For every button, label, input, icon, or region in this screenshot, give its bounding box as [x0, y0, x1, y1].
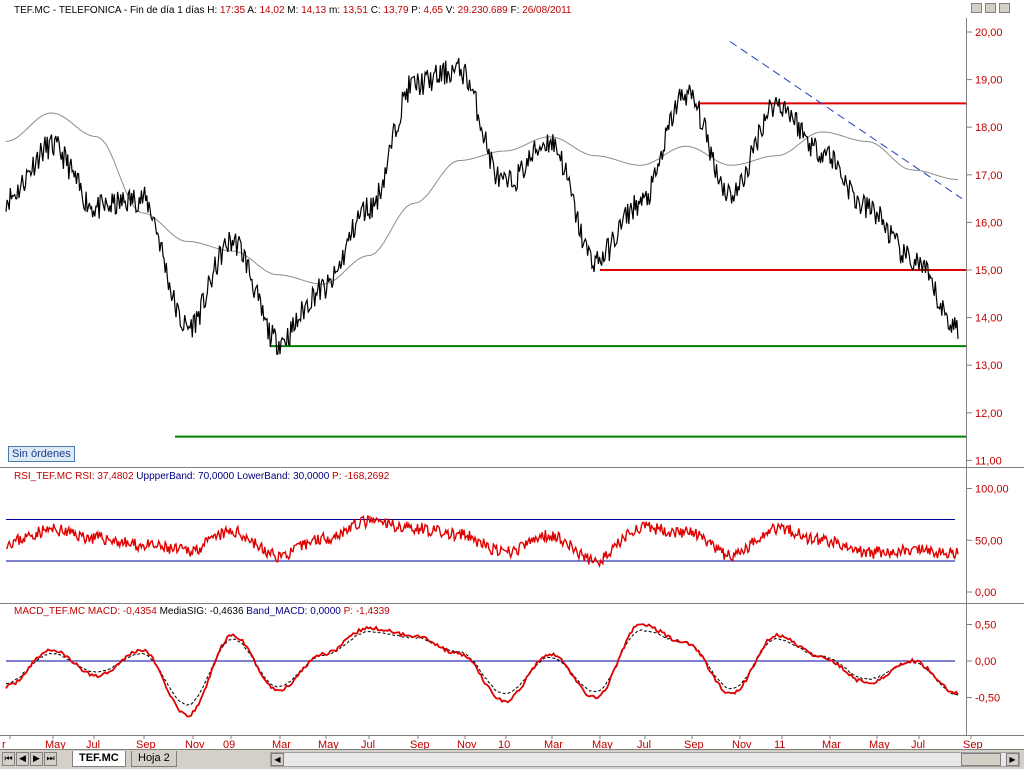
- header-segment: 30,0000: [293, 471, 330, 482]
- header-segment: P: -1,4339: [341, 606, 390, 617]
- macd-signal-line: [5, 629, 959, 706]
- x-tick-label: Sep: [684, 739, 704, 749]
- x-tick-label: May: [869, 739, 890, 749]
- scroll-thumb[interactable]: [961, 753, 1001, 766]
- scroll-left-icon[interactable]: ◀: [271, 753, 284, 766]
- sheet-tab-bar: ⏮ ◀ ▶ ⏭ TEF.MC Hoja 2 ◀ ▶: [0, 749, 1024, 769]
- y-tick-label: 0,00: [975, 656, 996, 668]
- x-tick-label: Nov: [457, 739, 477, 749]
- y-tick-label: 100,00: [975, 484, 1009, 496]
- trendline: [729, 41, 963, 200]
- x-tick-label: May: [45, 739, 66, 749]
- header-segment: RSI_TEF.MC RSI:: [14, 471, 97, 482]
- header-segment: P: -168,2692: [329, 471, 389, 482]
- rsi-pane[interactable]: [5, 515, 959, 568]
- y-tick-label: 16,00: [975, 217, 1003, 229]
- header-segment: 13,51: [343, 5, 368, 16]
- x-tick-label: Mar: [272, 739, 291, 749]
- header-segment: 14,02: [259, 5, 284, 16]
- x-tick-label: 11: [774, 739, 785, 749]
- y-tick-label: 13,00: [975, 360, 1003, 372]
- header-segment: P:: [409, 5, 424, 16]
- minimize-button[interactable]: [971, 3, 982, 13]
- x-tick-label: 09: [223, 739, 235, 749]
- y-tick-label: -0,50: [975, 693, 1000, 705]
- x-tick-label: Jul: [86, 739, 100, 749]
- y-tick-label: 17,00: [975, 170, 1003, 182]
- prev-sheet-button[interactable]: ◀: [16, 752, 29, 766]
- header-segment: 29.230.689: [458, 5, 508, 16]
- header-segment: 70,0000: [198, 471, 235, 482]
- header-segment: C:: [368, 5, 384, 16]
- y-tick-label: 19,00: [975, 75, 1003, 87]
- header-segment: UppperBand:: [134, 471, 199, 482]
- x-tick-label: May: [318, 739, 339, 749]
- orders-status-badge: Sin órdenes: [8, 446, 75, 462]
- header-segment: m:: [326, 5, 343, 16]
- x-tick-label: Sep: [136, 739, 156, 749]
- first-sheet-button[interactable]: ⏮: [2, 752, 15, 766]
- header-segment: 4,65: [424, 5, 444, 16]
- x-tick-label: May: [592, 739, 613, 749]
- y-tick-label: 50,00: [975, 535, 1003, 547]
- y-tick-label: 14,00: [975, 313, 1003, 325]
- pane-header-macd: MACD_TEF.MC MACD: -0,4354 MediaSIG: -0,4…: [14, 606, 390, 617]
- y-tick-label: 12,00: [975, 408, 1003, 420]
- header-segment: V:: [443, 5, 458, 16]
- header-segment: 14,13: [301, 5, 326, 16]
- x-tick-label: Jul: [911, 739, 925, 749]
- x-tick-label: Sep: [963, 739, 983, 749]
- rsi-line: [5, 515, 959, 568]
- header-segment: LowerBand:: [234, 471, 293, 482]
- header-segment: MACD_TEF.MC MACD: -0,4354: [14, 606, 157, 617]
- restore-button[interactable]: [985, 3, 996, 13]
- y-tick-label: 18,00: [975, 122, 1003, 134]
- header-segment: A:: [245, 5, 259, 16]
- moving-average-line: [5, 112, 959, 285]
- y-tick-label: 20,00: [975, 27, 1003, 39]
- pane-header-rsi: RSI_TEF.MC RSI: 37,4802 UppperBand: 70,0…: [14, 471, 390, 482]
- pane-header-price: TEF.MC - TELEFONICA - Fin de día 1 días …: [14, 5, 572, 16]
- price-line: [5, 57, 959, 355]
- x-tick-label: 10: [498, 739, 510, 749]
- next-sheet-button[interactable]: ▶: [30, 752, 43, 766]
- y-tick-label: 11,00: [975, 455, 1002, 467]
- header-segment: Band_MACD: 0,0000: [244, 606, 342, 617]
- tab-hoja-2[interactable]: Hoja 2: [131, 751, 177, 767]
- header-segment: H:: [207, 5, 220, 16]
- macd-line: [5, 623, 959, 718]
- x-tick-label: Nov: [185, 739, 205, 749]
- macd-pane[interactable]: [5, 623, 959, 718]
- tab-tef-mc[interactable]: TEF.MC: [72, 751, 126, 767]
- header-segment: 26/08/2011: [522, 5, 572, 16]
- price-pane[interactable]: [5, 41, 966, 438]
- header-segment: 17:35: [220, 5, 245, 16]
- header-segment: TEF.MC - TELEFONICA - Fin de día 1 días: [14, 5, 207, 16]
- chart-workspace[interactable]: TEF.MC - TELEFONICA - Fin de día 1 días …: [0, 0, 1024, 749]
- x-tick-label: Jul: [361, 739, 375, 749]
- y-axes: 20,00 19,00 18,00 17,00 16,00 15,00 14,00 13,00…: [966, 27, 1009, 705]
- last-sheet-button[interactable]: ⏭: [44, 752, 57, 766]
- header-segment: F:: [508, 5, 522, 16]
- header-segment: M:: [285, 5, 302, 16]
- x-tick-label: Jul: [637, 739, 651, 749]
- x-tick-label: r: [2, 739, 6, 749]
- horizontal-scrollbar[interactable]: ◀ ▶: [270, 752, 1020, 767]
- x-tick-label: Mar: [822, 739, 841, 749]
- header-segment: 37,4802: [97, 471, 134, 482]
- y-tick-label: 0,50: [975, 620, 996, 632]
- x-axis: r May Jul Sep Nov 09 Mar May Jul Sep Nov 10 Mar May Ju…: [2, 735, 983, 749]
- header-segment: MediaSIG: -0,4636: [157, 606, 244, 617]
- x-tick-label: Sep: [410, 739, 430, 749]
- header-segment: 13,79: [383, 5, 408, 16]
- x-tick-label: Nov: [732, 739, 752, 749]
- close-button[interactable]: [999, 3, 1010, 13]
- x-tick-label: Mar: [544, 739, 563, 749]
- y-tick-label: 0,00: [975, 587, 996, 599]
- scroll-right-icon[interactable]: ▶: [1006, 753, 1019, 766]
- y-tick-label: 15,00: [975, 265, 1003, 277]
